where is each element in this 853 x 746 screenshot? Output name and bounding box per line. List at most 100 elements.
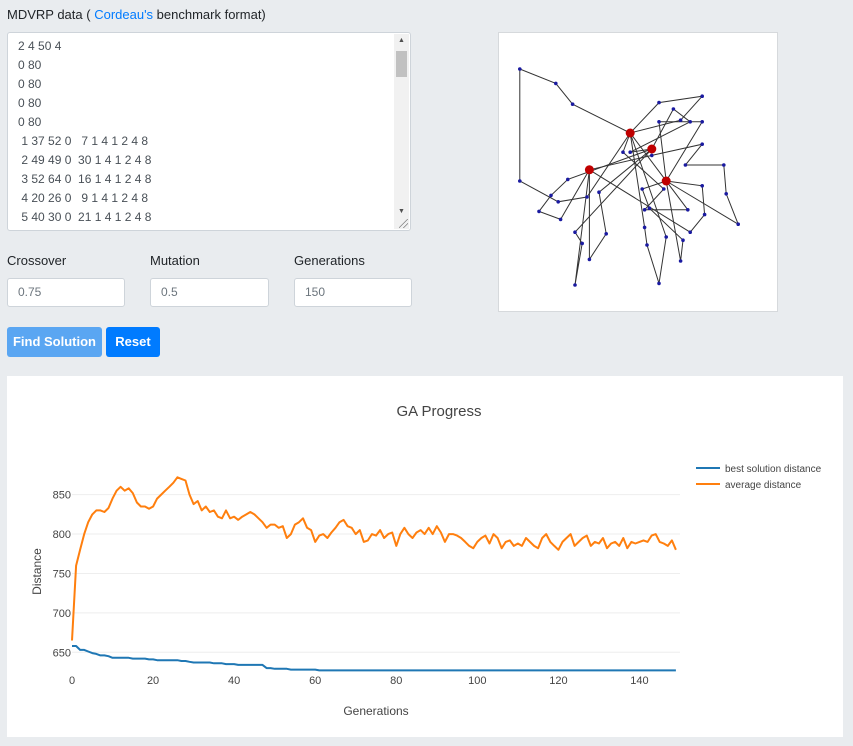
customer-point [642, 225, 647, 230]
crossover-label: Crossover [7, 253, 67, 268]
customer-point [671, 107, 676, 111]
customer-point [700, 184, 704, 188]
data-line: 0 80 [18, 96, 42, 110]
reset-button[interactable]: Reset [106, 327, 160, 357]
crossover-input[interactable]: 0.75 [7, 278, 125, 307]
textarea-scrollbar[interactable]: ▲ ▼ [394, 34, 409, 229]
depot-point [625, 128, 635, 138]
customer-point [688, 230, 692, 234]
customer-point [662, 187, 666, 191]
customer-point [736, 222, 740, 226]
customer-point [573, 230, 577, 234]
mutation-input[interactable]: 0.5 [150, 278, 269, 307]
x-tick-label: 60 [309, 675, 321, 687]
customer-point [556, 200, 560, 204]
route-map-svg [518, 67, 740, 287]
y-tick-label: 650 [53, 647, 71, 659]
route-line [622, 132, 689, 211]
customer-point [549, 193, 553, 198]
customer-point [657, 100, 661, 105]
data-line: 4 20 26 0 9 1 4 1 2 4 8 [18, 191, 149, 205]
data-header: MDVRP data ( Cordeau's benchmark format) [7, 7, 266, 22]
data-line: 2 49 49 0 30 1 4 1 2 4 8 [18, 153, 152, 167]
customer-point [664, 235, 668, 239]
y-tick-label: 850 [53, 490, 71, 502]
average-distance-line [71, 476, 677, 641]
y-tick-label: 700 [53, 608, 71, 620]
route-line [538, 148, 652, 221]
x-axis-label: Generations [343, 704, 408, 718]
customer-point [678, 118, 683, 122]
x-tick-label: 140 [630, 675, 648, 687]
customer-point [566, 177, 570, 182]
x-tick-label: 0 [69, 675, 75, 687]
customer-point [585, 195, 589, 199]
data-line: 3 52 64 0 16 1 4 1 2 4 8 [18, 172, 152, 186]
customer-point [573, 283, 577, 287]
data-line: 2 4 50 4 [18, 39, 62, 53]
x-tick-label: 80 [390, 675, 402, 687]
legend-label: best solution distance [725, 464, 822, 475]
resize-grip-icon[interactable] [399, 219, 408, 228]
customer-point [700, 94, 704, 98]
depot-point [647, 144, 657, 154]
customer-point [724, 192, 728, 196]
generations-input[interactable]: 150 [294, 278, 412, 307]
customer-point [688, 120, 692, 124]
customer-point [587, 257, 592, 262]
chart-title: GA Progress [396, 403, 481, 420]
data-line: 1 37 52 0 7 1 4 1 2 4 8 [18, 134, 149, 148]
x-tick-label: 20 [147, 675, 159, 687]
customer-point [645, 243, 649, 247]
y-tick-label: 750 [53, 568, 71, 580]
best-distance-line [72, 645, 676, 672]
data-line: 0 80 [18, 77, 42, 91]
mutation-label: Mutation [150, 253, 200, 268]
y-axis-label: Distance [30, 548, 44, 595]
route-line [629, 95, 704, 134]
customer-point [640, 187, 644, 191]
route-line [629, 132, 667, 284]
scroll-thumb[interactable] [396, 51, 407, 77]
data-line: 0 80 [18, 58, 42, 72]
data-line: 0 80 [18, 115, 42, 129]
customer-point [650, 153, 654, 158]
customer-point [647, 206, 652, 210]
data-text[interactable]: 2 4 50 4 0 80 0 80 0 80 0 80 1 37 52 0 7 1 4… [18, 37, 390, 227]
find-solution-button[interactable]: Find Solution [7, 327, 102, 357]
legend-label: average distance [725, 480, 802, 491]
customer-point [570, 102, 575, 106]
customer-point [722, 163, 726, 167]
customer-point [642, 208, 647, 212]
customer-point [702, 212, 707, 217]
route-map [498, 32, 778, 312]
route-line [589, 143, 740, 226]
x-tick-label: 100 [468, 675, 486, 687]
route-line [519, 68, 631, 203]
data-textarea[interactable]: 2 4 50 4 0 80 0 80 0 80 0 80 1 37 52 0 7 1 4… [7, 32, 411, 231]
customer-point [554, 81, 558, 86]
generations-label: Generations [294, 253, 365, 268]
data-header-prefix: MDVRP data ( [7, 7, 91, 22]
customer-point [518, 179, 522, 183]
customer-point [681, 238, 685, 242]
x-tick-label: 120 [549, 675, 567, 687]
customer-point [518, 67, 522, 71]
x-tick-label: 40 [228, 675, 240, 687]
cordeau-link[interactable]: Cordeau's [94, 7, 154, 22]
customer-point [683, 163, 688, 167]
depot-point [584, 165, 594, 175]
customer-point [597, 190, 601, 194]
customer-point [700, 120, 704, 124]
scroll-down-arrow-icon[interactable]: ▼ [398, 208, 405, 215]
customer-point [558, 217, 563, 222]
route-line [641, 180, 684, 262]
customer-point [686, 208, 690, 212]
scroll-up-arrow-icon[interactable]: ▲ [398, 37, 405, 44]
y-tick-label: 800 [53, 529, 71, 541]
depot-point [661, 176, 671, 186]
data-line: 5 40 30 0 21 1 4 1 2 4 8 [18, 210, 152, 224]
customer-point [537, 209, 541, 214]
customer-point [657, 120, 661, 124]
